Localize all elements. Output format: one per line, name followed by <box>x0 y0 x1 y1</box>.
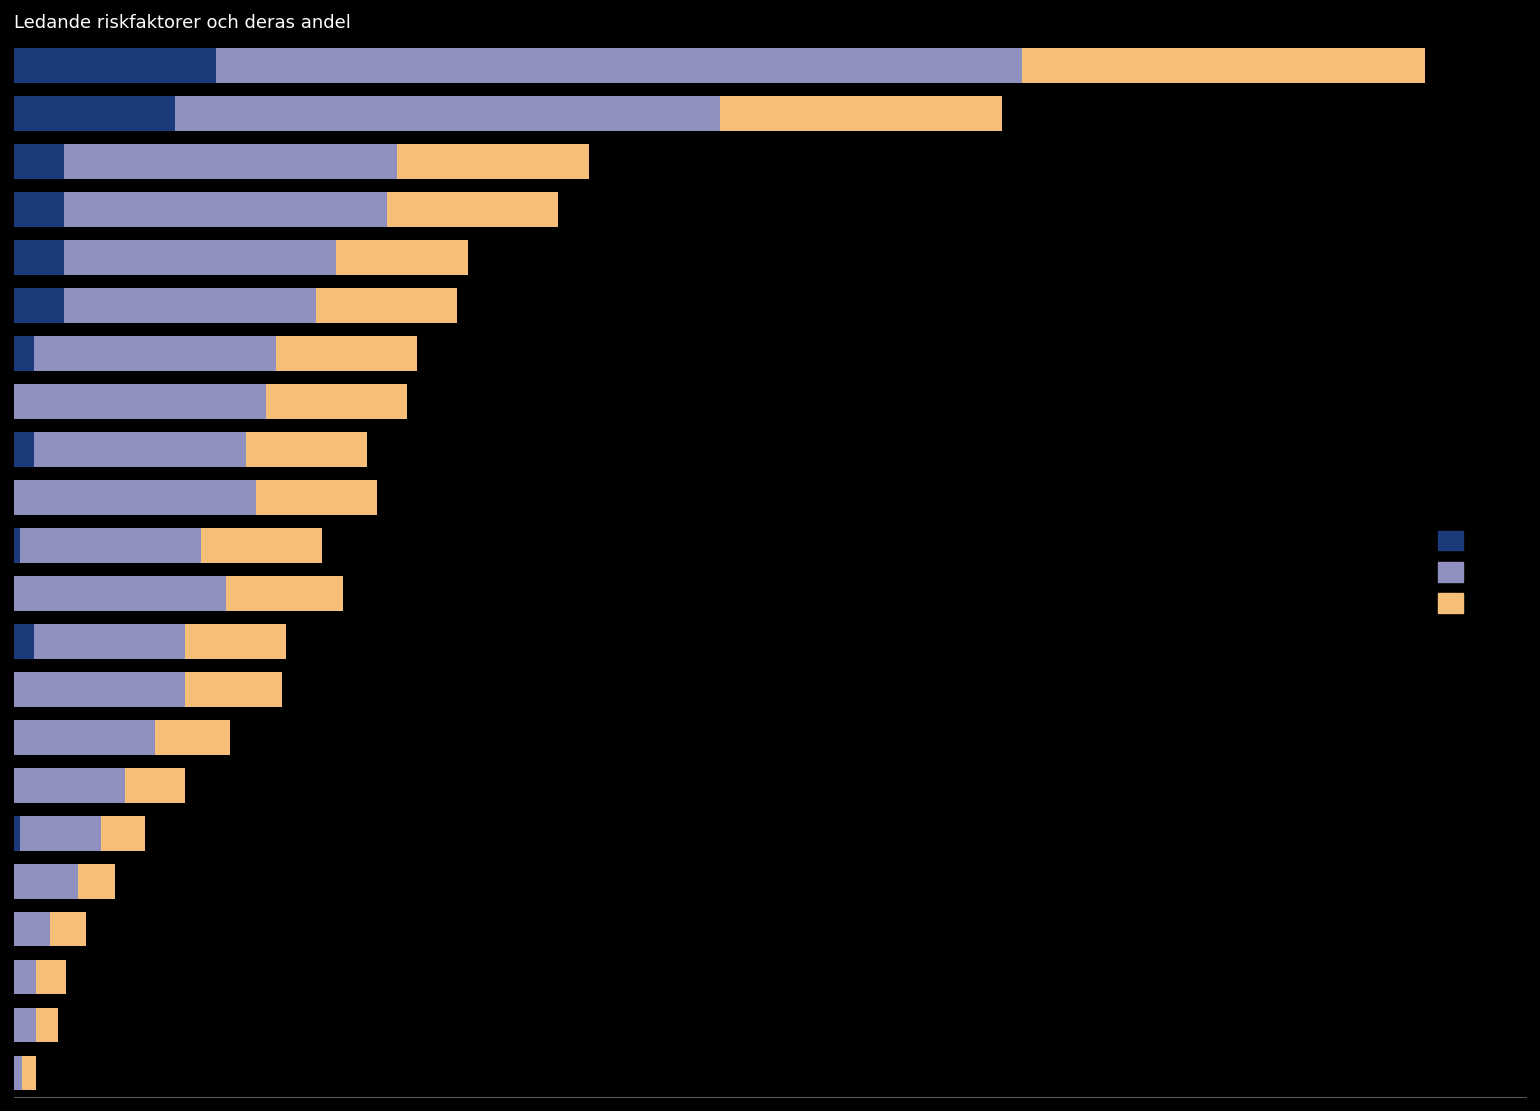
Bar <box>216 49 1023 83</box>
Bar <box>35 1008 59 1042</box>
Bar <box>14 1055 22 1090</box>
Bar <box>14 192 65 227</box>
Bar <box>185 624 286 659</box>
Bar <box>176 97 719 131</box>
Bar <box>225 577 342 611</box>
Bar <box>719 97 1003 131</box>
Bar <box>156 720 229 754</box>
Bar <box>14 1008 35 1042</box>
Bar <box>397 144 588 179</box>
Bar <box>185 672 282 707</box>
Bar <box>20 528 202 563</box>
Bar <box>246 432 367 467</box>
Bar <box>14 480 256 514</box>
Bar <box>337 240 468 274</box>
Bar <box>14 768 125 802</box>
Bar <box>266 384 407 419</box>
Bar <box>34 432 246 467</box>
Bar <box>65 144 397 179</box>
Bar <box>100 815 145 851</box>
Bar <box>65 289 316 323</box>
Bar <box>35 960 66 994</box>
Bar <box>14 672 185 707</box>
Bar <box>276 337 417 371</box>
Bar <box>14 624 34 659</box>
Bar <box>20 815 100 851</box>
Bar <box>316 289 457 323</box>
Bar <box>14 577 225 611</box>
Bar <box>14 960 35 994</box>
Bar <box>1023 49 1426 83</box>
Bar <box>14 144 65 179</box>
Bar <box>14 432 34 467</box>
Bar <box>65 240 337 274</box>
Bar <box>14 384 266 419</box>
Bar <box>14 240 65 274</box>
Bar <box>387 192 559 227</box>
Bar <box>14 815 20 851</box>
Bar <box>125 768 185 802</box>
Bar <box>14 337 34 371</box>
Text: Ledande riskfaktorer och deras andel: Ledande riskfaktorer och deras andel <box>14 14 351 32</box>
Bar <box>202 528 322 563</box>
Bar <box>14 289 65 323</box>
Legend: , , : , , <box>1431 523 1474 620</box>
Bar <box>34 624 185 659</box>
Bar <box>65 192 387 227</box>
Bar <box>256 480 377 514</box>
Bar <box>14 528 20 563</box>
Bar <box>14 97 176 131</box>
Bar <box>34 337 276 371</box>
Bar <box>14 864 79 899</box>
Bar <box>14 720 156 754</box>
Bar <box>79 864 114 899</box>
Bar <box>51 912 86 947</box>
Bar <box>14 912 51 947</box>
Bar <box>22 1055 35 1090</box>
Bar <box>14 49 216 83</box>
